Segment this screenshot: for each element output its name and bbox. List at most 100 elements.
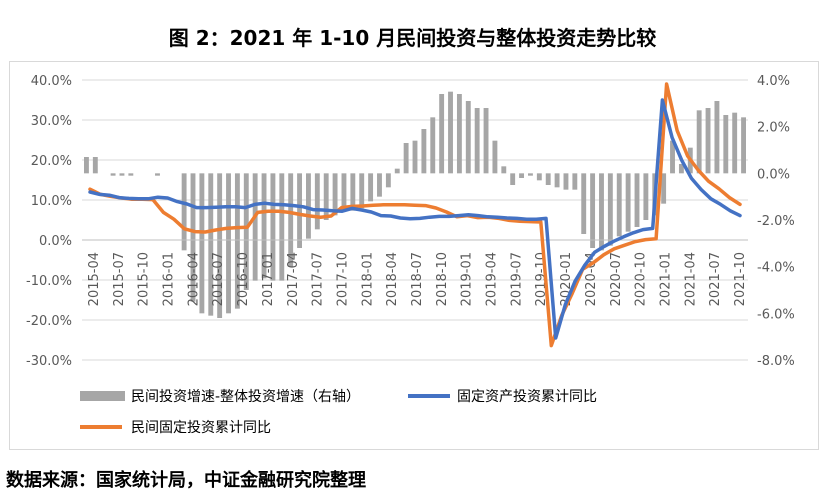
bar-spread xyxy=(705,108,711,174)
legend-swatch-bar xyxy=(80,391,125,401)
bar-spread xyxy=(661,173,667,204)
y-right-tick-label: -2.0% xyxy=(757,214,795,229)
bar-spread xyxy=(323,173,329,220)
bar-spread xyxy=(288,173,294,267)
bar-spread xyxy=(492,140,498,174)
bar-spread xyxy=(181,173,187,251)
x-tick-label: 2016-07 xyxy=(211,252,226,306)
bar-spread xyxy=(741,117,747,174)
bar-spread xyxy=(305,173,311,239)
line-fixed-asset-investment xyxy=(88,98,742,340)
bar-spread xyxy=(696,110,702,174)
bar-spread xyxy=(439,94,445,174)
y-right-tick-label: 0.0% xyxy=(757,167,790,182)
bar-spread xyxy=(377,173,382,197)
x-tick-label: 2017-10 xyxy=(335,252,350,306)
x-tick-label: 2018-10 xyxy=(435,252,450,306)
bar-spread xyxy=(403,143,409,174)
x-tick-label: 2018-07 xyxy=(410,252,425,306)
bar-spread xyxy=(252,173,258,281)
bar-spread xyxy=(412,140,418,174)
bar-spread xyxy=(385,173,391,188)
bar-spread xyxy=(279,173,285,281)
x-tick-label: 2019-07 xyxy=(509,252,524,306)
bar-spread xyxy=(545,173,551,185)
bar-spread xyxy=(359,173,365,209)
bar-spread xyxy=(483,108,489,174)
bar-spread xyxy=(314,173,320,230)
legend-label-bar: 民间投资增速-整体投资增速（右轴） xyxy=(131,389,360,405)
bar-spread xyxy=(456,94,462,174)
bar-spread xyxy=(723,115,729,174)
x-tick-label: 2019-01 xyxy=(460,252,475,306)
y-right-tick-label: -6.0% xyxy=(757,307,795,322)
bar-spread xyxy=(208,173,214,316)
x-tick-label: 2020-07 xyxy=(609,252,624,306)
bar-spread xyxy=(510,173,516,185)
bar-spread xyxy=(341,173,347,211)
bar-spread xyxy=(501,166,507,174)
x-tick-label: 2016-10 xyxy=(236,252,251,306)
y-left-tick-label: 0.0% xyxy=(39,234,72,249)
bar-spread xyxy=(616,173,622,237)
bar-spread xyxy=(732,112,738,174)
legend-label-private: 民间固定投资累计同比 xyxy=(131,420,271,436)
bar-spread xyxy=(394,168,400,174)
bar-spread xyxy=(421,129,427,174)
bar-spread xyxy=(234,173,240,309)
y-left-tick-label: -30.0% xyxy=(26,354,72,369)
y-left-tick-label: -20.0% xyxy=(26,314,72,329)
bar-spread xyxy=(527,173,533,176)
legend-label-fixed: 固定资产投资累计同比 xyxy=(457,389,597,405)
bar-spread xyxy=(448,91,453,174)
bar-spread xyxy=(670,140,675,174)
bar-spread xyxy=(350,173,356,211)
bar-spread xyxy=(190,173,196,302)
bar-spread xyxy=(155,173,160,176)
bar-spread xyxy=(581,173,587,234)
y-left-tick-label: 40.0% xyxy=(31,74,72,89)
y-left-tick-label: -10.0% xyxy=(26,274,72,289)
bar-spread xyxy=(199,173,205,314)
bar-spread xyxy=(226,173,231,314)
bar-spread xyxy=(634,173,640,227)
x-tick-label: 2021-07 xyxy=(708,252,723,306)
bar-spread xyxy=(119,173,125,176)
x-tick-label: 2018-04 xyxy=(385,252,400,306)
x-tick-label: 2018-01 xyxy=(360,252,375,306)
bar-spread xyxy=(678,164,684,174)
y-right-tick-label: 4.0% xyxy=(757,74,790,89)
x-tick-label: 2020-10 xyxy=(634,252,649,306)
bar-spread xyxy=(643,173,649,220)
bar-spread xyxy=(536,173,542,181)
bar-spread xyxy=(297,173,303,248)
x-tick-label: 2016-04 xyxy=(186,252,201,306)
bar-spread xyxy=(261,173,267,279)
data-source-note: 数据来源：国家统计局，中证金融研究院整理 xyxy=(6,470,366,491)
bar-spread xyxy=(465,101,471,174)
bar-spread xyxy=(519,173,525,178)
x-tick-label: 2021-04 xyxy=(683,252,698,306)
bar-spread xyxy=(572,173,578,190)
bar-spread xyxy=(599,173,604,251)
bar-spread xyxy=(332,173,338,216)
y-left-tick-label: 20.0% xyxy=(31,154,72,169)
bar-spread xyxy=(563,173,569,190)
y-right-tick-label: -4.0% xyxy=(757,261,795,276)
x-tick-label: 2016-01 xyxy=(162,252,177,306)
bar-spread xyxy=(92,157,98,174)
x-tick-label: 2015-10 xyxy=(137,252,152,306)
bar-spread xyxy=(83,157,89,174)
bar-spread xyxy=(110,173,116,176)
chart-title: 图 2：2021 年 1-10 月民间投资与整体投资走势比较 xyxy=(168,26,657,50)
x-tick-label: 2021-01 xyxy=(658,252,673,306)
bar-spread xyxy=(430,117,436,174)
bar-spread xyxy=(368,173,374,202)
x-tick-label: 2021-10 xyxy=(733,252,748,306)
y-left-tick-label: 10.0% xyxy=(31,194,72,209)
bar-spread xyxy=(128,173,134,176)
y-right-tick-label: 2.0% xyxy=(757,121,790,136)
bar-spread xyxy=(590,173,596,248)
bar-spread xyxy=(607,173,613,246)
